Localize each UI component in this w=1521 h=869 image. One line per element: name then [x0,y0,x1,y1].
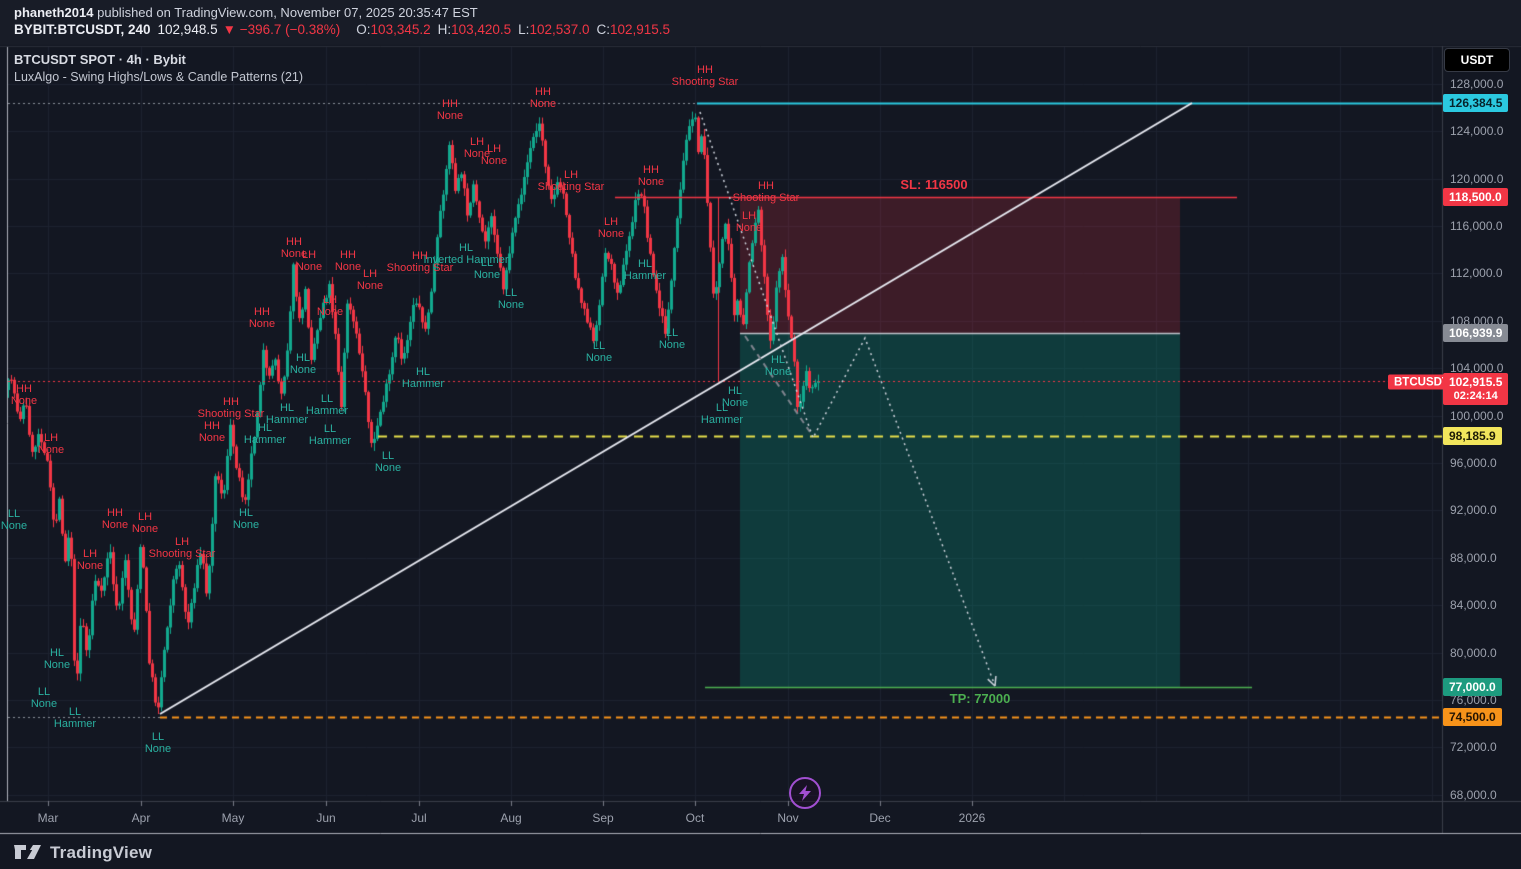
time-tick-2026: 2026 [958,811,986,825]
tradingview-logo-text: TradingView [50,843,153,862]
ohlc-value: 103,345.2 [370,22,431,37]
time-tick-nov: Nov [777,811,799,825]
price-tick: 116,000.0 [1450,219,1503,233]
price-tick: 120,000.0 [1450,172,1504,186]
tradingview-logo[interactable]: TradingView [14,843,152,863]
time-tick-dec: Dec [869,811,891,825]
price-tick: 72,000.0 [1450,740,1497,754]
publish-byline: phaneth2014 published on TradingView.com… [14,5,478,20]
symbol-ohlc-row: BYBIT:BTCUSDT, 240 102,948.5 ▼ −396.7 (−0.… [14,22,670,37]
time-tick-sep: Sep [592,811,614,825]
ohlc-value: 102,537.0 [529,22,590,37]
price-tick: 92,000.0 [1450,503,1497,517]
price-line-symbol-tag: BTCUSDT [1388,374,1455,390]
lightning-bolt-icon [799,785,811,801]
time-tick-mar: Mar [37,811,59,825]
price-tick: 84,000.0 [1450,598,1497,612]
price-tick: 96,000.0 [1450,456,1497,470]
price-badge: 98,185.9 [1443,427,1502,445]
price-tick: 68,000.0 [1450,788,1497,802]
price-badge: 74,500.0 [1443,708,1502,726]
current-price-badge: 102,915.5 02:24:14 [1443,373,1509,405]
price-badge: 126,384.5 [1443,94,1509,112]
ohlc-values: O:103,345.2 H:103,420.5 L:102,537.0 C:102,9… [349,22,670,37]
price-tick: 88,000.0 [1450,551,1497,565]
author-username[interactable]: phaneth2014 [14,5,94,20]
time-tick-apr: Apr [131,811,151,825]
ohlc-key: L: [518,22,530,37]
price-badge: 106,939.9 [1443,324,1509,342]
symbol-interval: BYBIT:BTCUSDT, 240 [14,22,151,37]
currency-toggle-button[interactable]: USDT [1444,48,1510,72]
time-tick-jul: Jul [411,811,427,825]
price-tick: 124,000.0 [1450,124,1504,138]
price-badge: 118,500.0 [1443,188,1508,206]
time-tick-jun: Jun [316,811,336,825]
price-tick: 80,000.0 [1450,646,1497,660]
ohlc-value: 102,915.5 [610,22,671,37]
price-tick: 100,000.0 [1450,409,1504,423]
stop-loss-label[interactable]: SL: 116500 [900,177,968,192]
time-tick-aug: Aug [500,811,522,825]
ohlc-key: H: [437,22,452,37]
chart-legend-indicator[interactable]: LuxAlgo - Swing Highs/Lows & Candle Patt… [14,70,304,84]
time-tick-oct: Oct [685,811,705,825]
publish-info: published on TradingView.com, November 0… [97,5,478,20]
luxalgo-icon [789,777,821,809]
price-tick: 76,000.0 [1450,693,1497,707]
chart-legend-symbol[interactable]: BTCUSDT SPOT · 4h · Bybit [14,52,186,67]
ohlc-value: 103,420.5 [451,22,512,37]
header-price-change: ▼ −396.7 (−0.38%) [222,22,341,37]
tradingview-logo-icon [14,845,41,859]
price-tick: 104,000.0 [1450,361,1504,375]
price-tick: 128,000.0 [1450,77,1504,91]
price-badge: 77,000.0 [1443,678,1502,696]
ohlc-key: O: [356,22,371,37]
time-tick-may: May [221,811,245,825]
ohlc-key: C: [596,22,611,37]
price-tick: 112,000.0 [1450,266,1503,280]
take-profit-label[interactable]: TP: 77000 [949,691,1011,706]
header-last-price: 102,948.5 [157,22,218,37]
